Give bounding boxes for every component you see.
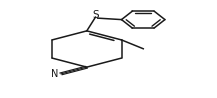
Text: N: N — [51, 69, 59, 79]
Text: S: S — [92, 10, 99, 20]
